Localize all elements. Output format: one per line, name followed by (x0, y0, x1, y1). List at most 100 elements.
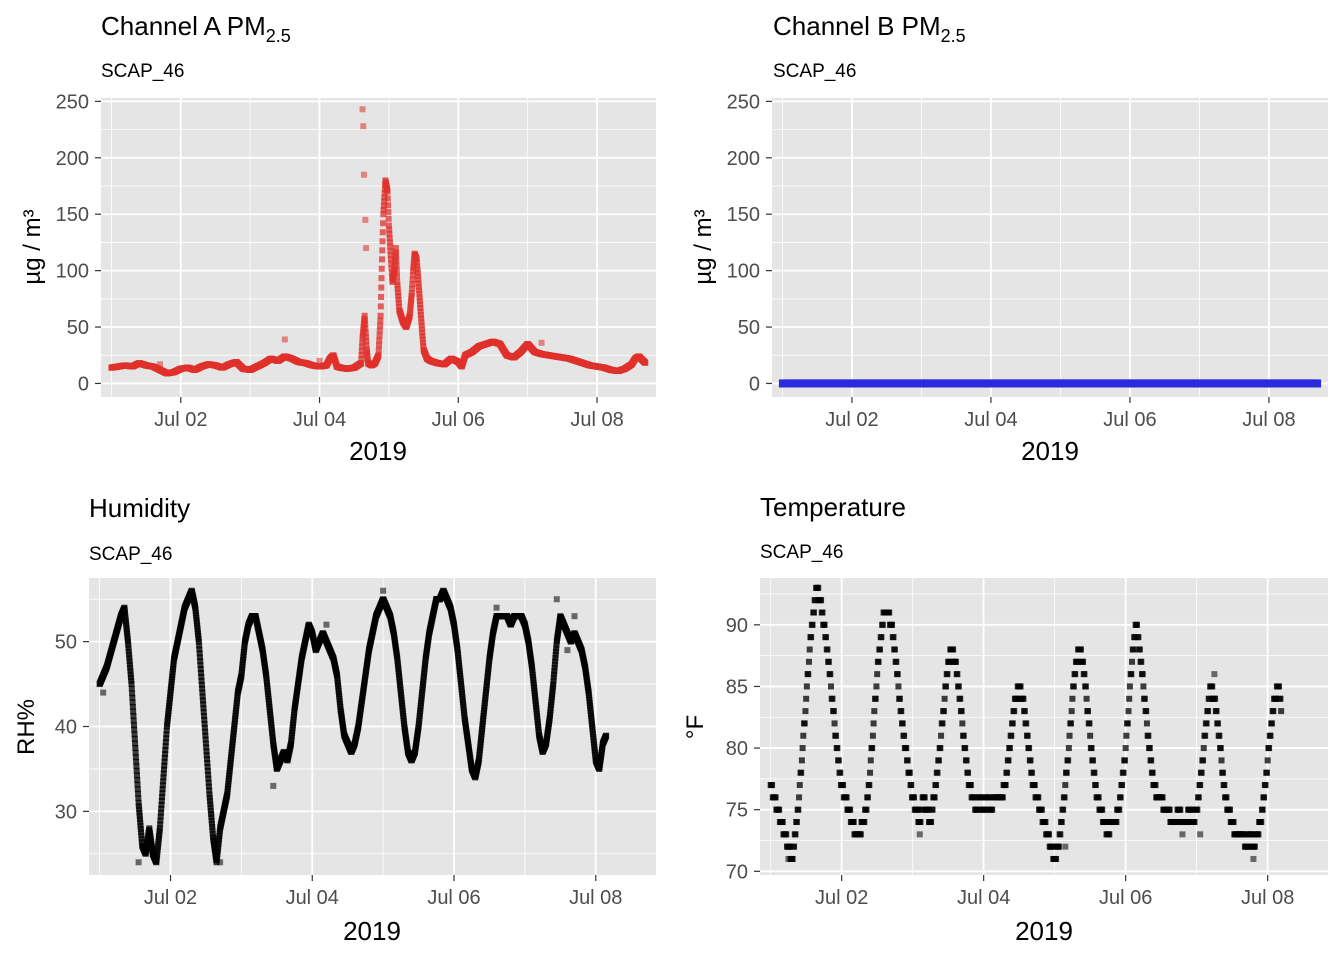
data-point (200, 705, 207, 712)
data-point (197, 662, 204, 669)
data-point (1087, 732, 1094, 739)
data-point (158, 801, 165, 808)
data-point (199, 685, 206, 692)
data-point (384, 188, 391, 195)
data-point (928, 819, 935, 826)
data-point (1011, 708, 1018, 715)
data-point (133, 772, 140, 779)
data-point (100, 689, 107, 696)
data-point (550, 674, 557, 681)
data-point (943, 683, 950, 690)
data-point (161, 762, 168, 769)
data-point (925, 806, 932, 813)
y-tick-label: 30 (55, 801, 77, 823)
data-point (552, 658, 559, 665)
data-point (393, 250, 400, 257)
data-point (1092, 782, 1099, 789)
data-point (420, 343, 427, 350)
data-point (873, 683, 880, 690)
data-point (204, 763, 211, 770)
data-point (929, 806, 936, 813)
data-point (132, 754, 139, 761)
data-point (128, 685, 135, 692)
data-point (201, 724, 208, 731)
data-point (161, 754, 168, 761)
data-point (550, 677, 557, 684)
data-point (1020, 695, 1027, 702)
data-point (1017, 683, 1024, 690)
data-point (133, 758, 140, 765)
data-point (378, 256, 385, 263)
data-point (1024, 732, 1031, 739)
data-point (1122, 745, 1129, 752)
data-point (127, 671, 134, 678)
data-point (360, 171, 367, 178)
data-point (1149, 769, 1156, 776)
data-point (944, 671, 951, 678)
data-point (136, 812, 143, 819)
data-point (385, 202, 392, 209)
data-point (553, 645, 560, 652)
data-point (418, 315, 425, 322)
x-tick-label: Jul 06 (1099, 887, 1152, 909)
data-point (199, 697, 206, 704)
data-point (379, 247, 386, 254)
data-point (125, 641, 132, 648)
data-point (363, 338, 370, 345)
data-point (377, 312, 384, 319)
data-point (158, 797, 165, 804)
data-point (867, 757, 874, 764)
data-point (125, 648, 132, 655)
data-point (361, 312, 368, 319)
data-point (895, 683, 902, 690)
x-tick-label: Jul 08 (1242, 409, 1295, 431)
data-point (414, 266, 421, 273)
data-point (935, 757, 942, 764)
data-point (899, 720, 906, 727)
data-point (135, 803, 142, 810)
data-point (1006, 745, 1013, 752)
data-point (162, 739, 169, 746)
data-point (375, 352, 382, 359)
y-tick-label: 200 (727, 148, 760, 170)
data-point (870, 720, 877, 727)
data-point (202, 728, 209, 735)
data-point (205, 783, 212, 790)
y-tick-label: 150 (727, 204, 760, 226)
data-point (1177, 806, 1184, 813)
data-point (163, 727, 170, 734)
data-point (135, 790, 142, 797)
data-point (551, 668, 558, 675)
x-tick-label: Jul 06 (432, 409, 485, 431)
data-point (959, 720, 966, 727)
data-point (380, 206, 387, 213)
data-point (393, 267, 400, 274)
panel-channel-a: Channel A PM2.5 SCAP_46 050100150200250J… (19, 11, 656, 466)
data-point (131, 726, 138, 733)
data-point (413, 259, 420, 266)
data-point (204, 756, 211, 763)
data-point (163, 735, 170, 742)
data-point (954, 671, 961, 678)
x-tick-label: Jul 06 (427, 887, 480, 909)
data-point (802, 708, 809, 715)
data-point (209, 827, 216, 834)
y-tick-label: 70 (726, 861, 748, 883)
data-point (386, 230, 393, 237)
data-point (1085, 708, 1092, 715)
x-tick-label: Jul 02 (815, 887, 868, 909)
panel-title: Humidity (89, 493, 190, 523)
data-point (1116, 806, 1123, 813)
data-point (377, 317, 384, 324)
data-point (202, 732, 209, 739)
panel-title: Channel B PM2.5 (773, 11, 966, 46)
data-point (553, 596, 560, 603)
data-point (384, 195, 391, 202)
y-tick-label: 200 (56, 148, 89, 170)
data-point (160, 766, 167, 773)
data-point (204, 760, 211, 767)
